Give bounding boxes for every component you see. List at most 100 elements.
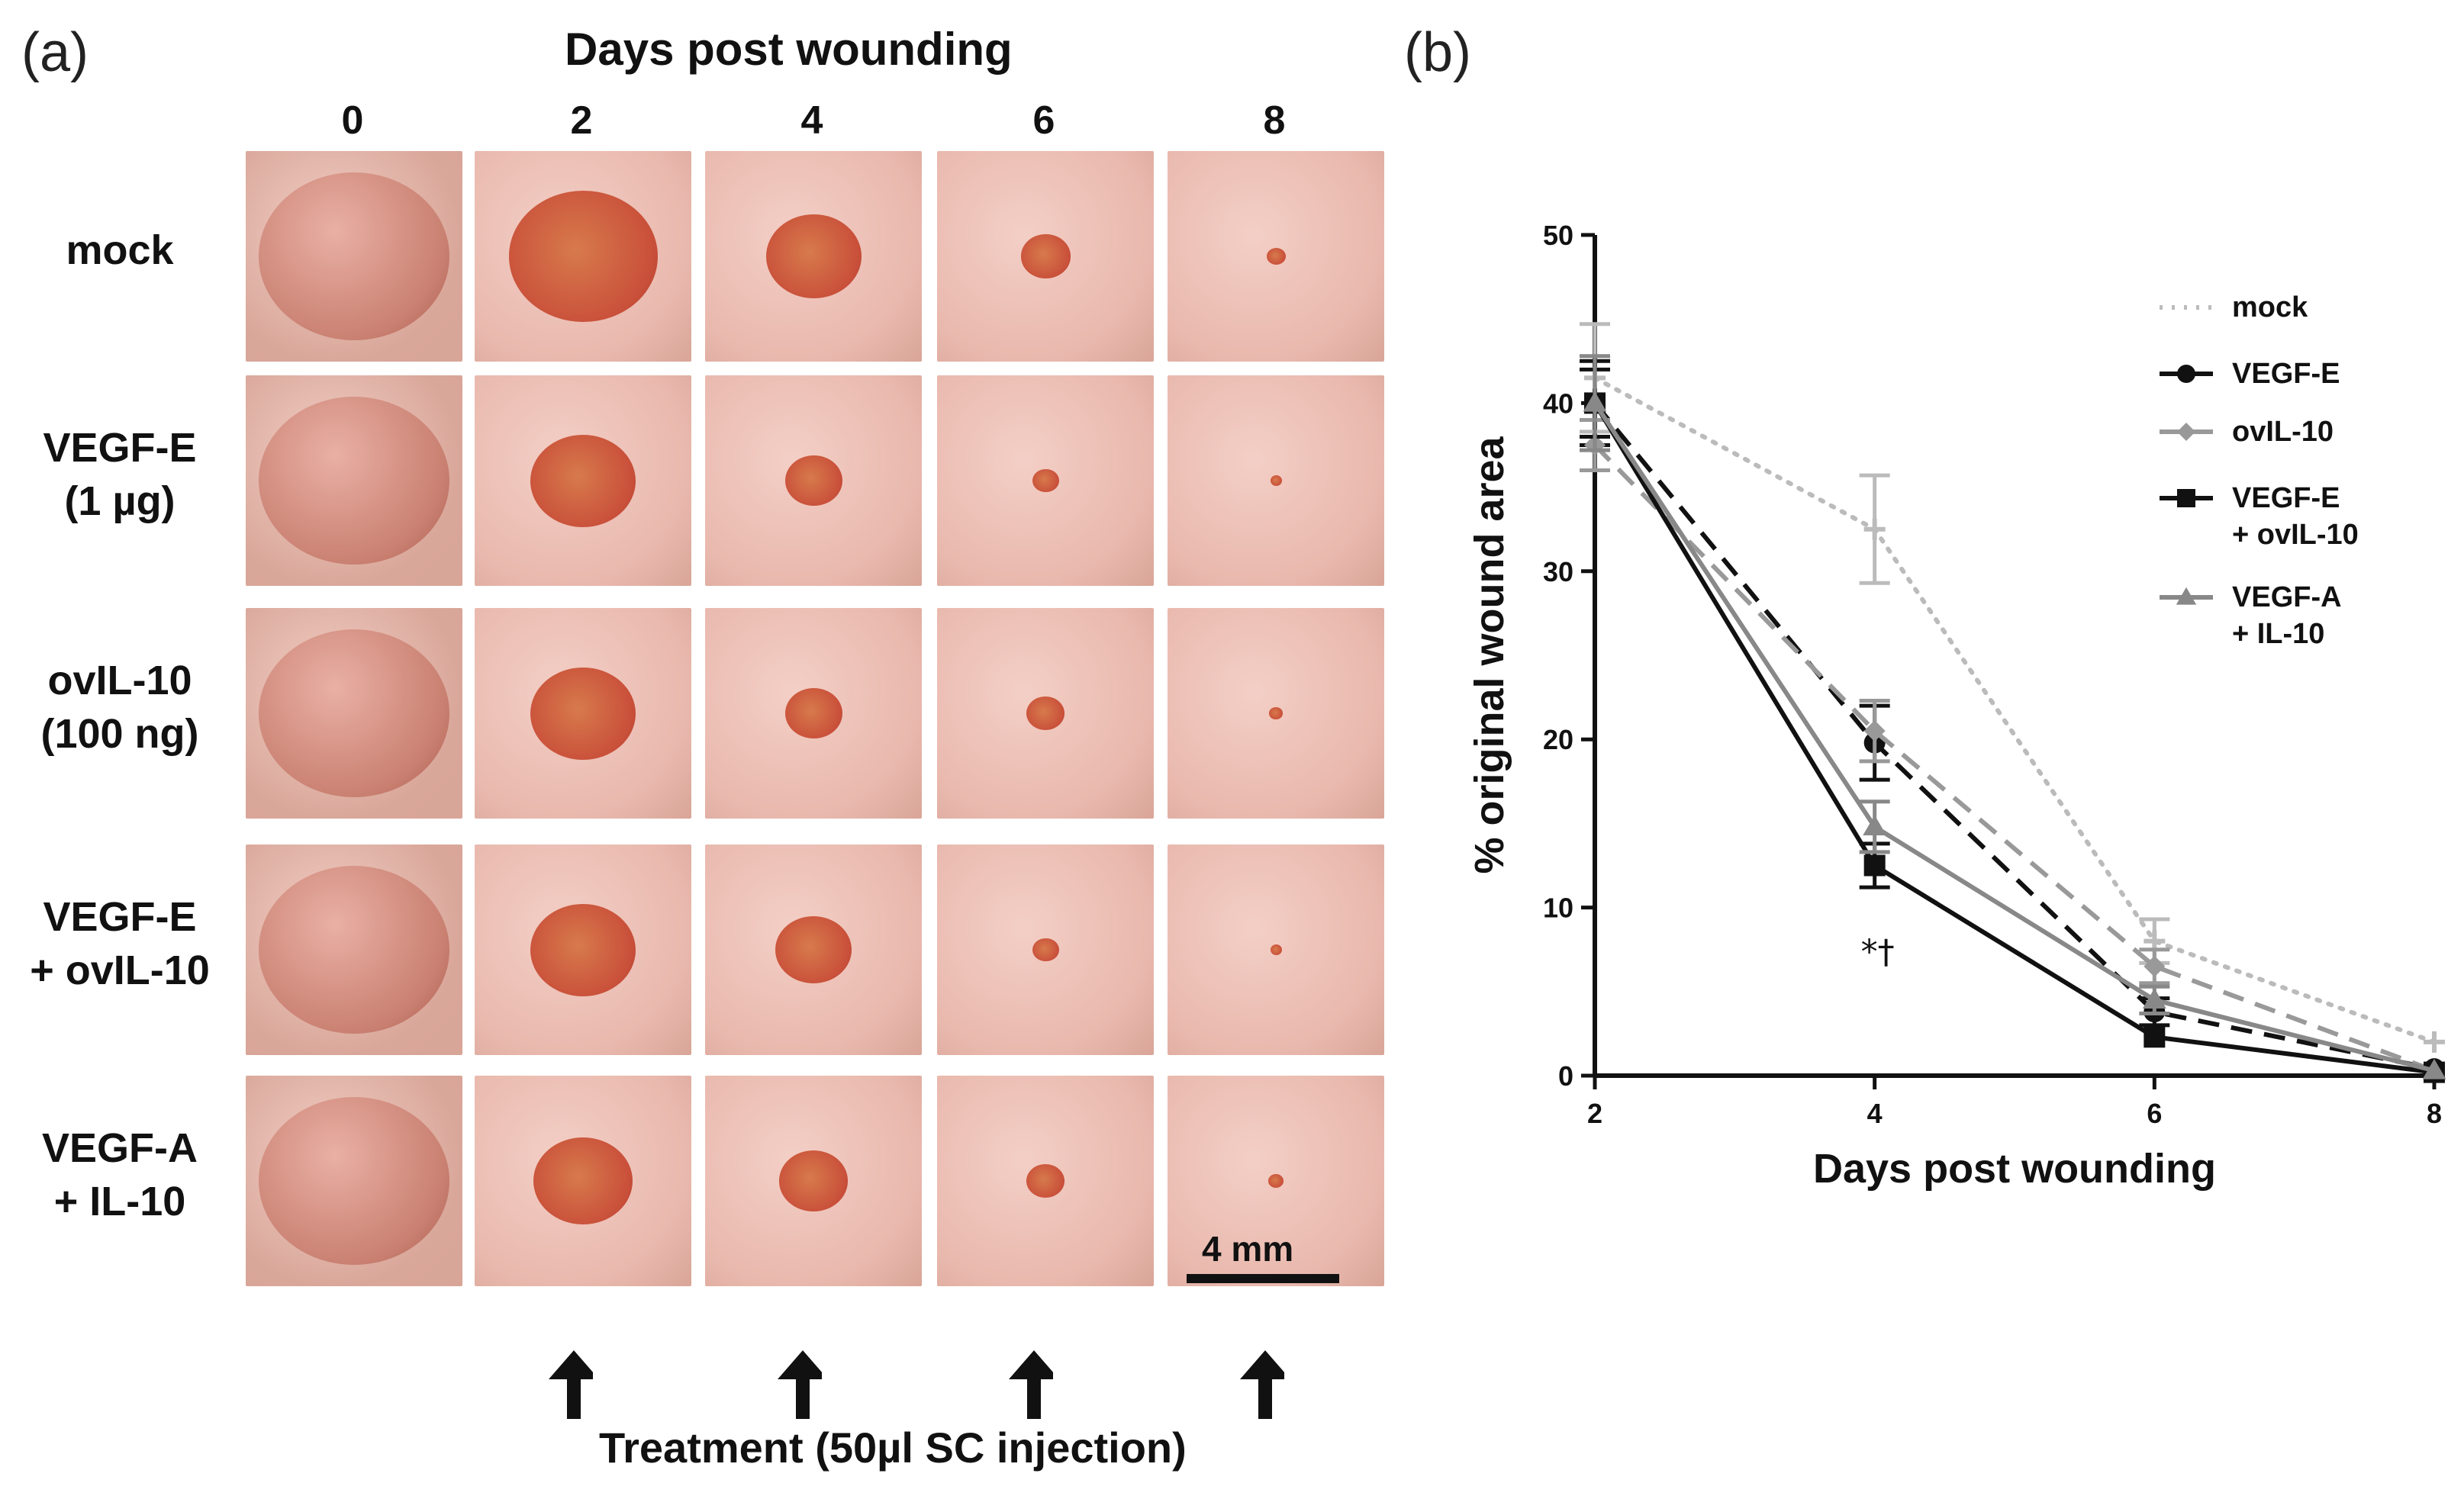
data-point-4-0 [1583, 391, 1607, 412]
legend-label-4-line1: VEGF-A [2232, 581, 2342, 613]
significance-annotation: *† [1861, 933, 1895, 972]
wound-mark [784, 688, 842, 738]
wound-photo-r1-d4 [705, 375, 922, 586]
row-label-4: VEGF-A + IL-10 [9, 1121, 230, 1228]
wound-mark [259, 397, 449, 565]
x-tick-label: 4 [1867, 1098, 1883, 1129]
wound-photo-r1-d8 [1168, 375, 1384, 586]
wound-mark [1026, 697, 1065, 730]
series-line-2 [1593, 443, 2436, 1073]
wound-mark [1270, 944, 1282, 955]
wound-photo-r3-d6 [937, 845, 1154, 1055]
x-tick-label: 6 [2147, 1098, 2162, 1129]
y-tick-label: 10 [1543, 893, 1573, 924]
wound-mark [530, 903, 636, 996]
wound-photo-r1-d0 [246, 375, 462, 586]
wound-mark [530, 434, 636, 527]
wound-photo-r0-d2 [475, 151, 691, 362]
row-label-0: mock [9, 224, 230, 277]
wound-photo-r4-d2 [475, 1076, 691, 1286]
row-label-3: VEGF-E + ovIL-10 [9, 890, 230, 997]
wound-mark [1269, 707, 1283, 719]
treatment-label: Treatment (50µl SC injection) [599, 1424, 1187, 1472]
wound-photo-r4-d8 [1168, 1076, 1384, 1286]
wound-mark [784, 455, 842, 506]
scale-bar-label: 4 mm [1202, 1229, 1294, 1269]
wound-photo-r2-d4 [705, 608, 922, 819]
wound-photo-r4-d6 [937, 1076, 1154, 1286]
row-label-line1: VEGF-E [43, 894, 197, 940]
treatment-arrow-0 [549, 1350, 593, 1419]
wound-photo-r2-d8 [1168, 608, 1384, 819]
row-label-line2: + IL-10 [53, 1179, 186, 1224]
series-line-3 [1593, 401, 2435, 1075]
day-header-4: 4 [800, 98, 823, 143]
wound-photo-r2-d0 [246, 608, 462, 819]
day-header-8: 8 [1263, 98, 1286, 143]
y-tick-label: 30 [1543, 556, 1573, 587]
wound-photo-r4-d4 [705, 1076, 922, 1286]
legend-marker-2 [2177, 423, 2195, 441]
data-point-4-1 [1863, 815, 1887, 836]
wound-photo-r3-d4 [705, 845, 922, 1055]
data-point-0-3 [2424, 1031, 2445, 1053]
wound-photo-r4-d0 [246, 1076, 462, 1286]
treatment-arrow-2 [1009, 1350, 1053, 1419]
wound-mark [765, 214, 862, 298]
days-header: Days post wounding [565, 24, 1013, 75]
x-tick-label: 8 [2427, 1098, 2442, 1129]
wound-photo-r0-d6 [937, 151, 1154, 362]
y-axis-title: % original wound area [1467, 436, 1512, 873]
legend-marker-4 [2176, 587, 2197, 605]
wound-mark [1020, 234, 1071, 278]
data-point-0-1 [1863, 518, 1886, 540]
row-label-line1: ovIL-10 [47, 658, 192, 703]
legend-marker-3 [2177, 489, 2195, 507]
legend-label-1: VEGF-E [2232, 358, 2340, 390]
scale-bar [1187, 1274, 1339, 1283]
y-tick-label: 20 [1543, 724, 1573, 755]
row-label-line2: (100 ng) [40, 711, 199, 757]
row-label-line1: VEGF-E [43, 425, 197, 471]
y-tick-label: 50 [1543, 220, 1573, 251]
wound-mark [775, 916, 852, 983]
row-label-line1: mock [66, 227, 174, 273]
wound-mark [1266, 248, 1286, 265]
wound-photo-r1-d6 [937, 375, 1154, 586]
wound-photo-r2-d2 [475, 608, 691, 819]
day-header-6: 6 [1032, 98, 1055, 143]
wound-mark [1032, 468, 1059, 493]
y-tick-label: 40 [1543, 388, 1573, 419]
row-label-1: VEGF-E (1 µg) [9, 421, 230, 528]
treatment-arrow-3 [1240, 1350, 1284, 1419]
wound-mark [779, 1150, 848, 1211]
wound-photo-r0-d8 [1168, 151, 1384, 362]
row-label-line1: VEGF-A [41, 1125, 198, 1171]
data-point-3-2 [2144, 1026, 2166, 1048]
series-line-0 [1593, 375, 2437, 1044]
wound-photo-r0-d0 [246, 151, 462, 362]
row-label-line2: (1 µg) [64, 478, 176, 524]
day-header-2: 2 [570, 98, 593, 143]
wound-mark [508, 191, 658, 322]
chart-svg: 0 10 20 30 40 50 2 4 6 8 Days post wounding % origi… [1467, 220, 2446, 1192]
legend-label-0: mock [2232, 291, 2308, 323]
wound-mark [259, 629, 449, 797]
panel-b-label: (b) [1404, 22, 1471, 83]
wound-mark [1270, 475, 1282, 486]
panel-a-label: (a) [21, 22, 89, 83]
wound-photo-r0-d4 [705, 151, 922, 362]
legend-label-4-line2: + IL-10 [2232, 618, 2324, 650]
series-line-1 [1593, 401, 2435, 1072]
wound-photo-r1-d2 [475, 375, 691, 586]
wound-mark [530, 667, 636, 760]
x-axis-title: Days post wounding [1813, 1146, 2216, 1192]
wound-mark [1032, 938, 1059, 962]
row-label-2: ovIL-10 (100 ng) [9, 654, 230, 761]
wound-area-chart: 0 10 20 30 40 50 2 4 6 8 Days post wounding % origi… [1412, 153, 2464, 1221]
wound-mark [259, 1097, 449, 1265]
data-point-4-3 [2422, 1058, 2446, 1079]
wound-photo-r2-d6 [937, 608, 1154, 819]
wound-mark [1026, 1164, 1065, 1198]
wound-photo-r3-d8 [1168, 845, 1384, 1055]
